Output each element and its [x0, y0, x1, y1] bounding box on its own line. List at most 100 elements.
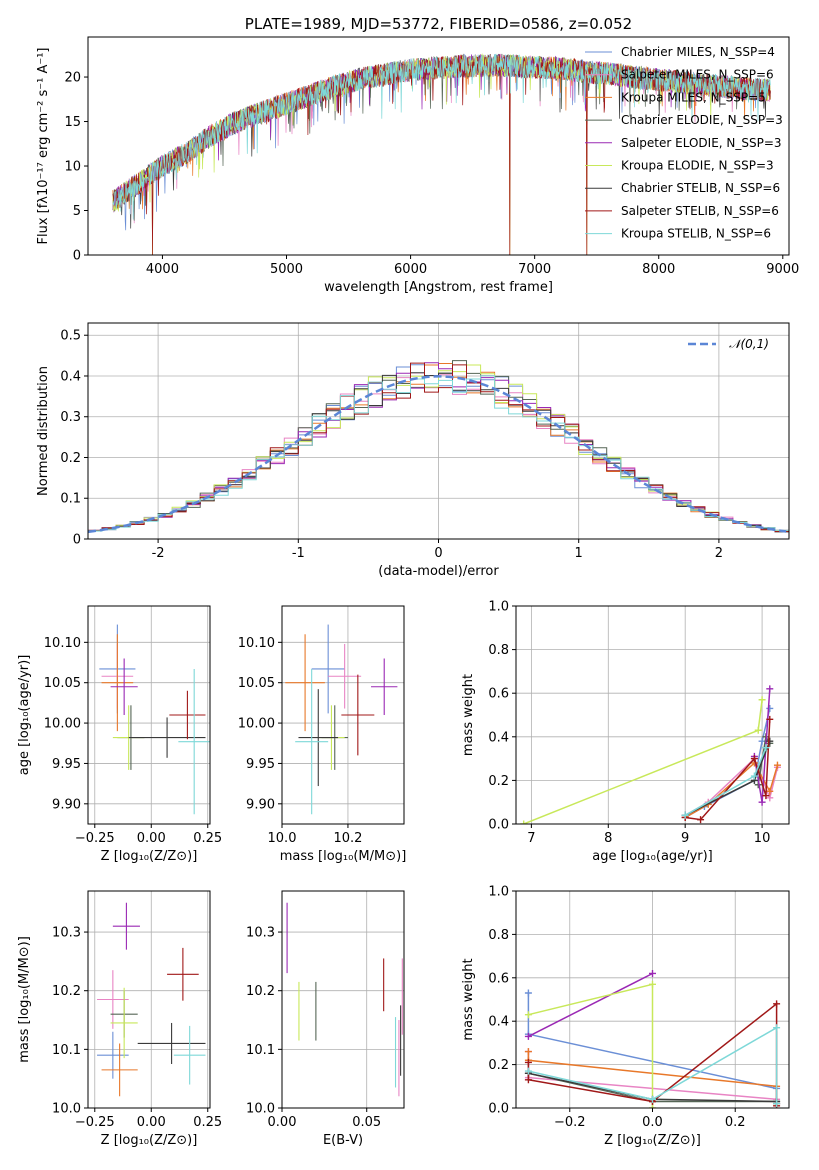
legend: 𝒩(0,1)	[688, 337, 769, 351]
x-tick-label: −0.25	[75, 831, 115, 846]
series-marker	[524, 1032, 532, 1040]
legend-entry: Kroupa STELIB, N_SSP=6	[621, 227, 771, 241]
y-tick-label: 9.90	[246, 797, 275, 812]
x-tick-label: 0.00	[137, 831, 166, 846]
errorbar-point	[128, 717, 206, 758]
y-tick-label: 9.95	[52, 757, 81, 772]
x-tick-label: 0.05	[352, 1115, 381, 1130]
x-axis-label: wavelength [Angstrom, rest frame]	[324, 280, 553, 295]
x-tick-label: 9000	[766, 262, 799, 277]
y-tick-label: 0.2	[488, 774, 509, 789]
mass-weight-vs-metallicity-panel: −0.2 0.0 0.2 0.0 0.2 0.4 0.6 0.8 1.0 Z [log₁₀(Z/Z…	[461, 885, 790, 1148]
y-axis-label: mass [log₁₀(M/M⊙)]	[17, 936, 32, 1063]
chart-title: PLATE=1989, MJD=53772, FIBERID=0586, z=0…	[245, 15, 632, 33]
series-marker	[524, 1058, 532, 1066]
series-marker	[750, 755, 758, 763]
series-marker	[766, 794, 774, 802]
plot-area	[286, 902, 403, 1097]
series-marker	[649, 1095, 656, 1103]
legend: Chabrier MILES, N_SSP=4 Salpeter MILES, N…	[585, 45, 783, 241]
series-marker	[773, 761, 781, 769]
y-tick-label: 10.10	[44, 636, 81, 651]
spectrum-panel: 4000 5000 6000 7000 8000 9000 0 5 10 15 20 waveleng…	[36, 15, 799, 295]
x-tick-label: 6000	[394, 262, 427, 277]
series-marker	[766, 685, 774, 693]
legend-entry: 𝒩(0,1)	[729, 337, 769, 351]
errorbar-point	[285, 634, 325, 732]
y-tick-label: 1.0	[488, 885, 509, 900]
x-tick-label: 2	[715, 546, 723, 561]
axes-frame	[87, 36, 790, 256]
plot-area	[112, 53, 771, 255]
x-tick-label: −0.25	[75, 1115, 115, 1130]
x-tick-label: 10.2	[333, 831, 362, 846]
y-tick-label: 0.8	[488, 643, 509, 658]
series-marker	[754, 726, 762, 734]
y-tick-label: 1.0	[488, 600, 509, 615]
series-marker	[649, 969, 656, 977]
x-tick-label: 7	[527, 831, 535, 846]
x-tick-label: 8	[604, 831, 612, 846]
series-marker	[524, 989, 532, 997]
x-axis-label: Z [log₁₀(Z/Z⊙)]	[101, 1133, 198, 1148]
errorbar-point	[328, 643, 362, 709]
y-tick-label: 0.0	[488, 1102, 509, 1117]
errorbar-point	[137, 1022, 206, 1065]
y-tick-label: 0.3	[60, 410, 81, 425]
x-axis-label: mass [log₁₀(M/M⊙)]	[280, 849, 407, 864]
axes-frame	[87, 890, 211, 1109]
y-axis-label: mass weight	[461, 674, 476, 756]
y-tick-label: 0.4	[488, 730, 509, 745]
y-tick-label: 0.0	[488, 818, 509, 833]
y-tick-label: 10.10	[238, 636, 275, 651]
y-tick-label: 10.05	[44, 676, 81, 691]
errorbar-point	[101, 634, 134, 732]
series-marker	[649, 1104, 656, 1108]
mass-weight-series	[528, 1026, 778, 1104]
axes-frame	[87, 605, 211, 825]
series-marker	[758, 696, 766, 704]
x-axis-label: Z [log₁₀(Z/Z⊙)]	[101, 849, 198, 864]
y-tick-label: 10.0	[52, 1102, 81, 1117]
x-tick-label: -2	[152, 546, 165, 561]
x-axis-label: (data-model)/error	[378, 564, 499, 579]
legend-entry: Kroupa MILES, N_SSP=5	[621, 90, 766, 104]
y-tick-label: 9.95	[246, 757, 275, 772]
y-axis-label: Normed distribution	[36, 366, 51, 496]
legend-entry: Kroupa ELODIE, N_SSP=3	[621, 159, 774, 173]
x-tick-label: 9	[681, 831, 689, 846]
axes-frame	[281, 605, 405, 825]
series-marker	[758, 798, 766, 806]
x-tick-label: 10	[754, 831, 771, 846]
plot-area	[99, 624, 210, 815]
series-marker	[773, 1024, 781, 1032]
histogram-series	[88, 375, 789, 532]
x-tick-label: 0.2	[725, 1115, 746, 1130]
errorbar-point	[110, 987, 138, 1059]
y-axis-label: mass weight	[461, 958, 476, 1040]
errorbar-point	[173, 1025, 206, 1085]
histogram-series	[88, 372, 789, 533]
axes-frame	[515, 605, 790, 825]
series-marker	[524, 1048, 532, 1056]
y-tick-label: 10.2	[52, 984, 81, 999]
x-tick-label: 0.0	[642, 1115, 663, 1130]
errorbar-point	[167, 947, 199, 1001]
x-tick-label: -1	[292, 546, 305, 561]
y-tick-label: 10.05	[238, 676, 275, 691]
errorbar-point	[97, 1031, 129, 1079]
mass-weight-series	[523, 699, 763, 824]
x-tick-label: 0.25	[193, 831, 222, 846]
age-vs-metallicity-panel: −0.25 0.00 0.25 9.90 9.95 10.00 10.05 10.10 Z [l…	[17, 605, 222, 864]
y-tick-label: 10.2	[246, 984, 275, 999]
errorbar-point	[110, 658, 138, 715]
x-tick-label: 1	[575, 546, 583, 561]
y-tick-label: 9.90	[52, 797, 81, 812]
y-tick-label: 10	[64, 160, 81, 175]
series-marker	[750, 772, 758, 780]
y-tick-label: 10.3	[246, 926, 275, 941]
series-marker	[524, 1011, 532, 1019]
legend-entry: Salpeter STELIB, N_SSP=6	[621, 204, 779, 218]
x-axis-label: age [log₁₀(age/yr)]	[592, 849, 713, 864]
